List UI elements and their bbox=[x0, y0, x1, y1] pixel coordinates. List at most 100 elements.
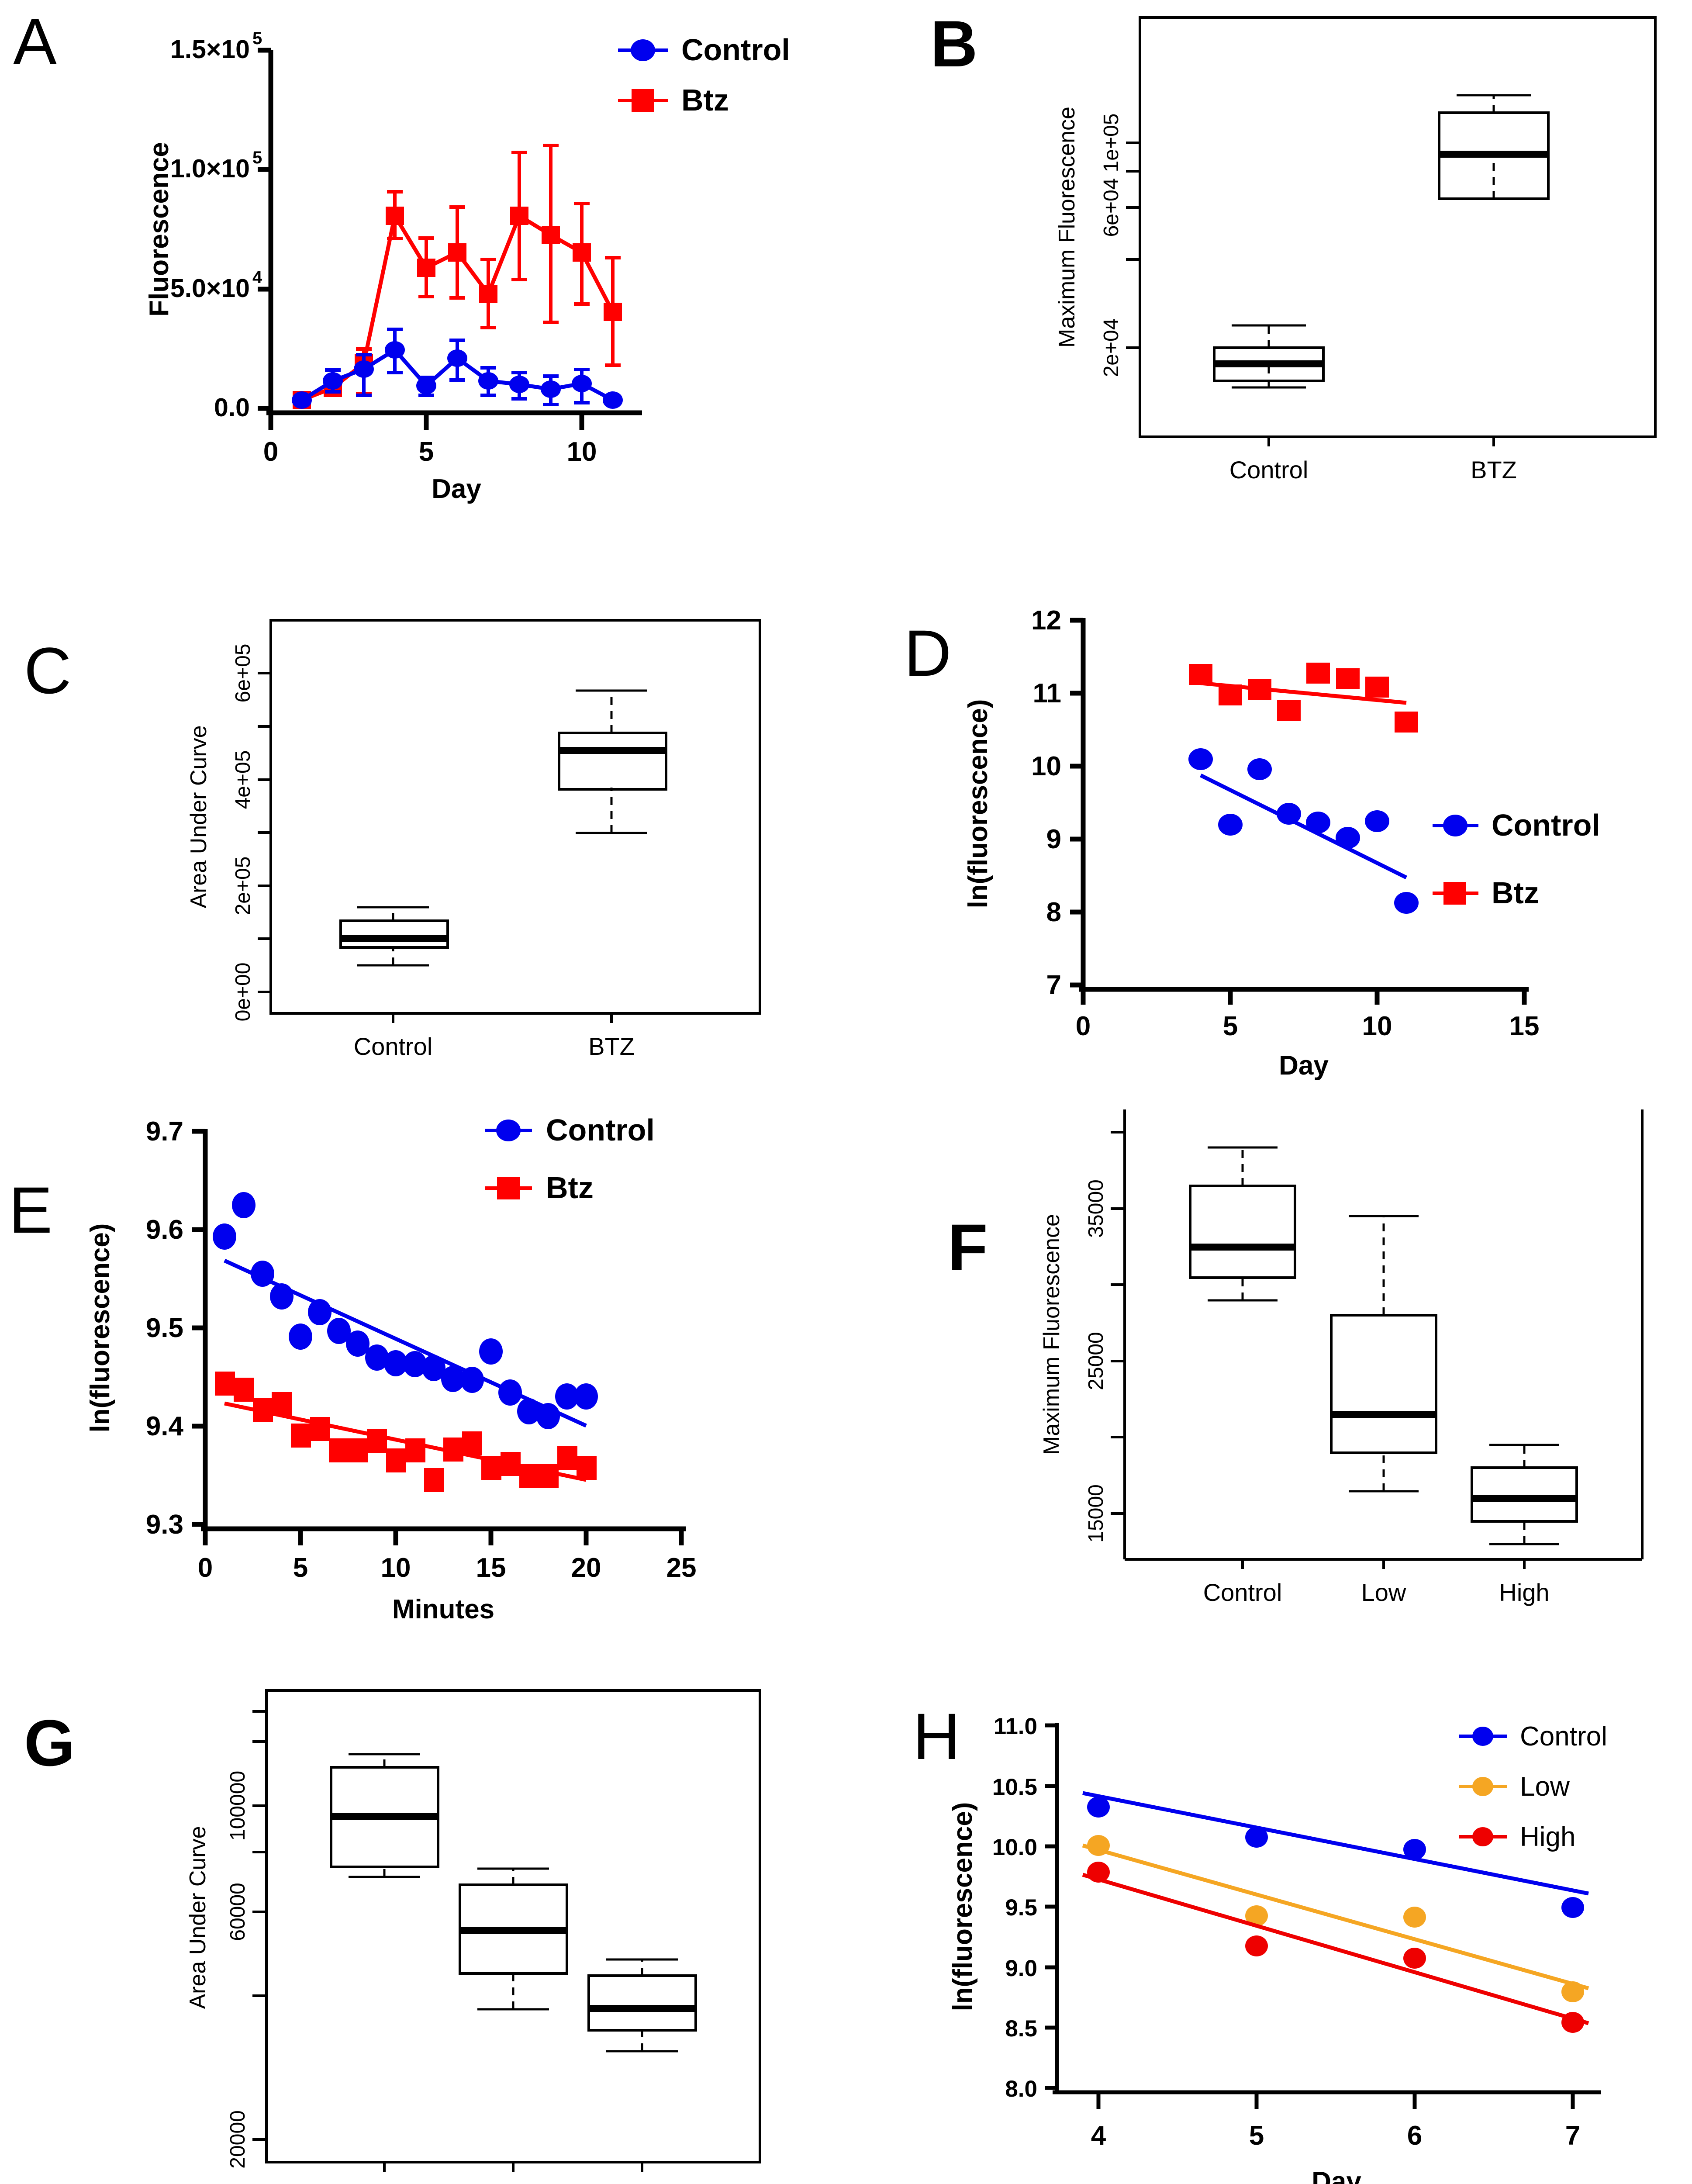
panel-d-legend: Control Btz bbox=[1433, 808, 1600, 910]
panel-b-frame bbox=[1139, 16, 1657, 438]
panel-a-ylabel: Fluorescence bbox=[144, 142, 174, 317]
panel-a-legend-btz-label: Btz bbox=[681, 83, 729, 117]
svg-text:2e+05: 2e+05 bbox=[231, 857, 255, 916]
panel-g-chart: 20000 60000 100000 Area Under Curve bbox=[185, 1689, 761, 2184]
panel-d-legend-btz-label: Btz bbox=[1492, 876, 1539, 910]
svg-text:8: 8 bbox=[1046, 897, 1061, 927]
panel-e-xlabel: Minutes bbox=[392, 1594, 494, 1624]
svg-text:11.0: 11.0 bbox=[994, 1714, 1037, 1739]
svg-text:2e+04: 2e+04 bbox=[1100, 318, 1123, 377]
panel-c-frame bbox=[269, 619, 761, 1015]
svg-text:0: 0 bbox=[263, 437, 278, 467]
panel-d-xaxis bbox=[1079, 987, 1529, 1005]
panel-g-yaxis bbox=[252, 1710, 266, 2141]
panel-g-box-control bbox=[330, 1753, 439, 1878]
panel-c: C 0e+00 2e+05 4e+05 6e+05 Area Under Cur… bbox=[0, 568, 856, 1083]
panel-f-letter: F bbox=[948, 1210, 988, 1284]
panel-c-ylabel: Area Under Curve bbox=[186, 725, 211, 908]
svg-text:9.5: 9.5 bbox=[1005, 1895, 1037, 1921]
svg-text:5: 5 bbox=[293, 1553, 308, 1583]
panel-h-legend-control-label: Control bbox=[1520, 1721, 1607, 1752]
panel-e-legend-control-label: Control bbox=[546, 1113, 655, 1147]
svg-text:9.5: 9.5 bbox=[146, 1313, 183, 1343]
panel-e-series-control bbox=[213, 1192, 598, 1429]
svg-text:8.5: 8.5 bbox=[1005, 2016, 1037, 2042]
svg-text:4: 4 bbox=[252, 268, 262, 287]
panel-b-box-control bbox=[1213, 324, 1325, 389]
svg-text:9.4: 9.4 bbox=[146, 1411, 184, 1441]
panel-h: H 8.0 8.5 9.0 9.5 10.0 10.5 11.0 ln(fluo… bbox=[856, 1638, 1692, 2184]
svg-text:6e+04: 6e+04 bbox=[1100, 178, 1123, 237]
panel-f-box-high bbox=[1471, 1444, 1578, 1545]
svg-text:100000: 100000 bbox=[226, 1771, 249, 1841]
svg-text:9: 9 bbox=[1046, 824, 1061, 854]
svg-text:7: 7 bbox=[1046, 970, 1061, 1000]
svg-text:6: 6 bbox=[1407, 2121, 1422, 2151]
panel-d: D 7 8 9 10 11 12 ln(fluorescence) 0 5 10… bbox=[856, 568, 1692, 1083]
panel-c-box-control bbox=[339, 906, 449, 967]
panel-g-box-low bbox=[459, 1867, 568, 2011]
panel-f-xtick-control: Control bbox=[1203, 1579, 1282, 1606]
panel-f-xtick-high: High bbox=[1499, 1579, 1549, 1606]
panel-e-xaxis bbox=[201, 1526, 686, 1545]
panel-b-yaxis bbox=[1126, 142, 1140, 349]
svg-text:5: 5 bbox=[1249, 2121, 1264, 2151]
panel-a: A 0.0 5.0×10 1.0×10 1.5×10 4 5 5 0 5 10 bbox=[0, 0, 856, 515]
panel-b-xtick-btz: BTZ bbox=[1471, 456, 1517, 484]
svg-text:0e+00: 0e+00 bbox=[231, 963, 255, 1022]
svg-text:9.6: 9.6 bbox=[146, 1215, 183, 1245]
panel-h-chart: 8.0 8.5 9.0 9.5 10.0 10.5 11.0 ln(fluore… bbox=[948, 1714, 1607, 2184]
svg-text:25: 25 bbox=[666, 1553, 697, 1583]
svg-text:5: 5 bbox=[252, 29, 262, 48]
panel-d-xlabel: Day bbox=[1279, 1051, 1329, 1081]
panel-f-xtick-low: Low bbox=[1361, 1579, 1406, 1606]
panel-d-series-control bbox=[1188, 748, 1419, 914]
panel-c-xtick-btz: BTZ bbox=[588, 1033, 635, 1060]
panel-a-xaxis: 0 5 10 bbox=[263, 410, 642, 467]
svg-text:0: 0 bbox=[198, 1553, 213, 1583]
panel-g-xtick-high: High bbox=[617, 2181, 667, 2184]
panel-c-xaxis bbox=[392, 1013, 613, 1023]
svg-text:5.0×10: 5.0×10 bbox=[170, 274, 250, 303]
panel-h-yaxis bbox=[1045, 1723, 1059, 2092]
panel-b-xtick-control: Control bbox=[1229, 456, 1309, 484]
panel-g: G 20000 60000 100000 Area Under Curve bbox=[0, 1638, 856, 2184]
panel-e-yaxis bbox=[192, 1129, 208, 1529]
panel-a-legend: Control Btz bbox=[618, 33, 790, 117]
svg-text:25000: 25000 bbox=[1084, 1332, 1108, 1390]
svg-text:4e+05: 4e+05 bbox=[231, 750, 255, 809]
svg-text:10: 10 bbox=[381, 1553, 411, 1583]
panel-h-series-control bbox=[1082, 1791, 1589, 1918]
panel-e-chart: 9.3 9.4 9.5 9.6 9.7 ln(fluorescence) 0 5… bbox=[85, 1113, 697, 1624]
panel-f-ylabel: Maximum Fluorescence bbox=[1039, 1214, 1064, 1455]
svg-text:0.0: 0.0 bbox=[214, 393, 250, 422]
svg-text:20000: 20000 bbox=[226, 2110, 249, 2168]
svg-text:11: 11 bbox=[1032, 678, 1061, 708]
svg-text:1e+05: 1e+05 bbox=[1100, 114, 1123, 173]
panel-e-legend: Control Btz bbox=[485, 1113, 655, 1205]
panel-d-ylabel: ln(fluorescence) bbox=[963, 699, 993, 909]
panel-h-series-low bbox=[1082, 1835, 1589, 2002]
panel-h-series-high bbox=[1082, 1862, 1589, 2033]
svg-text:6e+05: 6e+05 bbox=[231, 644, 255, 703]
svg-text:1.0×10: 1.0×10 bbox=[170, 154, 250, 183]
svg-text:10.5: 10.5 bbox=[992, 1774, 1037, 1800]
svg-text:4: 4 bbox=[1091, 2121, 1106, 2151]
panel-a-legend-control-label: Control bbox=[681, 33, 790, 67]
panel-f-box-control bbox=[1189, 1146, 1296, 1302]
panel-c-box-btz bbox=[558, 689, 667, 834]
panel-d-chart: 7 8 9 10 11 12 ln(fluorescence) 0 5 10 1… bbox=[963, 605, 1600, 1081]
panel-f-chart: 15000 25000 35000 Maximum Fluorescence bbox=[1039, 1109, 1644, 1606]
panel-g-frame bbox=[265, 1689, 761, 2163]
svg-text:60000: 60000 bbox=[226, 1883, 249, 1941]
svg-text:5: 5 bbox=[1223, 1011, 1238, 1041]
panel-b-ylabel: Maximum Fluorescence bbox=[1054, 107, 1080, 348]
svg-text:8.0: 8.0 bbox=[1005, 2076, 1037, 2102]
panel-b-box-btz bbox=[1438, 94, 1550, 200]
panel-g-box-high bbox=[587, 1958, 697, 2053]
panel-e-legend-btz-label: Btz bbox=[546, 1171, 594, 1205]
panel-a-xlabel: Day bbox=[432, 474, 481, 504]
panel-h-ylabel: ln(fluorescence) bbox=[948, 1802, 978, 2011]
svg-text:9.0: 9.0 bbox=[1005, 1956, 1037, 1981]
panel-d-legend-control-label: Control bbox=[1492, 808, 1600, 842]
